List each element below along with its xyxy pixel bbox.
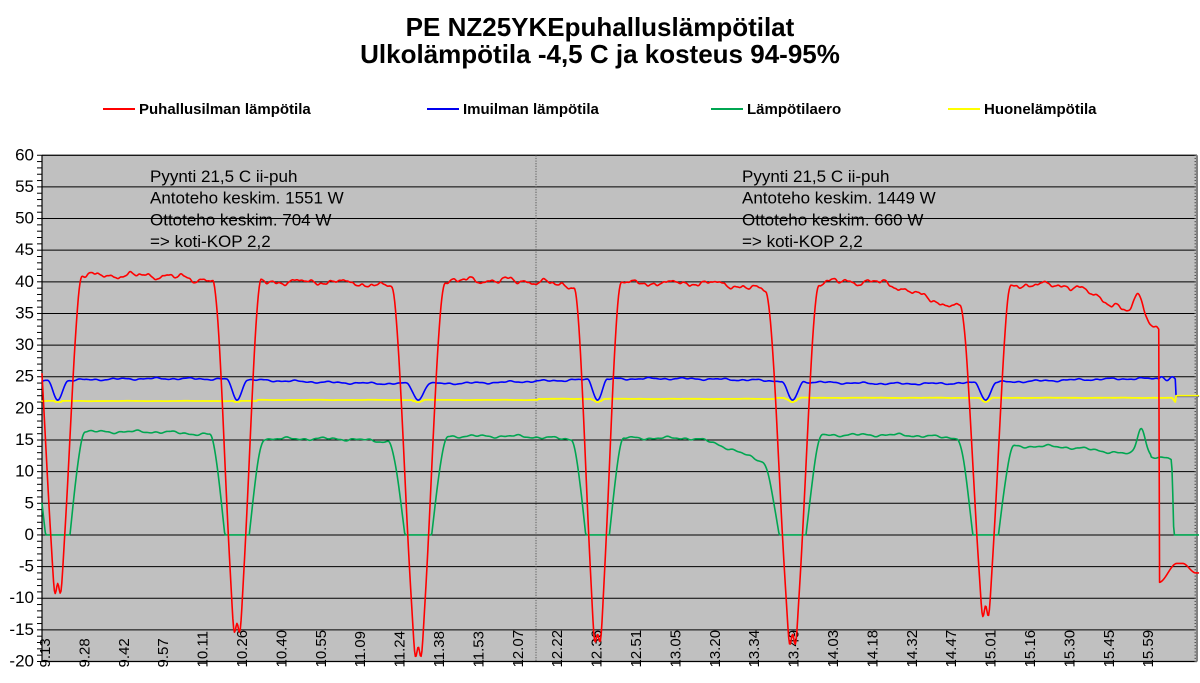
svg-text:15.01: 15.01 xyxy=(983,630,1000,668)
svg-text:10.55: 10.55 xyxy=(313,630,330,668)
svg-text:9.13: 9.13 xyxy=(37,638,54,667)
svg-text:14.18: 14.18 xyxy=(864,630,881,668)
svg-text:14.32: 14.32 xyxy=(904,630,921,668)
svg-text:12.51: 12.51 xyxy=(628,630,645,668)
svg-text:5: 5 xyxy=(25,493,34,512)
svg-text:Ottoteho keskim. 704 W: Ottoteho keskim. 704 W xyxy=(150,210,331,229)
svg-text:11.53: 11.53 xyxy=(470,631,487,667)
svg-text:15.30: 15.30 xyxy=(1061,630,1078,668)
svg-text:Pyynti 21,5 C ii-puh: Pyynti 21,5 C ii-puh xyxy=(742,167,889,186)
svg-text:40: 40 xyxy=(15,272,34,291)
svg-text:Antoteho keskim. 1449 W: Antoteho keskim. 1449 W xyxy=(742,189,936,208)
svg-text:25: 25 xyxy=(15,367,34,386)
svg-text:50: 50 xyxy=(15,209,34,228)
svg-text:Ottoteho keskim. 660 W: Ottoteho keskim. 660 W xyxy=(742,210,923,229)
svg-text:12.07: 12.07 xyxy=(510,630,527,668)
svg-text:14.03: 14.03 xyxy=(825,630,842,668)
svg-text:-5: -5 xyxy=(19,557,34,576)
svg-text:15: 15 xyxy=(15,430,34,449)
svg-text:10: 10 xyxy=(15,462,34,481)
svg-text:15.16: 15.16 xyxy=(1022,630,1039,668)
svg-text:9.57: 9.57 xyxy=(155,638,172,667)
svg-text:60: 60 xyxy=(15,145,34,164)
svg-text:-10: -10 xyxy=(9,588,34,607)
svg-text:10.40: 10.40 xyxy=(273,630,290,668)
svg-text:13.34: 13.34 xyxy=(746,630,763,668)
svg-text:Pyynti 21,5 C ii-puh: Pyynti 21,5 C ii-puh xyxy=(150,167,297,186)
svg-text:10.11: 10.11 xyxy=(195,631,212,667)
svg-text:15.45: 15.45 xyxy=(1101,630,1118,668)
svg-text:=> koti-KOP 2,2: => koti-KOP 2,2 xyxy=(742,232,863,251)
svg-text:-15: -15 xyxy=(9,620,34,639)
svg-text:11.09: 11.09 xyxy=(352,631,369,667)
svg-text:20: 20 xyxy=(15,398,34,417)
svg-text:35: 35 xyxy=(15,303,34,322)
svg-text:45: 45 xyxy=(15,240,34,259)
svg-text:55: 55 xyxy=(15,177,34,196)
svg-text:11.38: 11.38 xyxy=(431,631,448,667)
svg-text:9.28: 9.28 xyxy=(76,638,93,667)
svg-text:15.59: 15.59 xyxy=(1140,630,1157,668)
svg-text:0: 0 xyxy=(25,525,34,544)
svg-text:=> koti-KOP 2,2: => koti-KOP 2,2 xyxy=(150,232,271,251)
svg-text:13.05: 13.05 xyxy=(667,630,684,668)
svg-text:-20: -20 xyxy=(9,652,34,671)
svg-text:30: 30 xyxy=(15,335,34,354)
svg-text:10.26: 10.26 xyxy=(234,630,251,668)
svg-text:14.47: 14.47 xyxy=(943,630,960,668)
svg-text:9.42: 9.42 xyxy=(116,638,133,667)
svg-text:Antoteho keskim. 1551 W: Antoteho keskim. 1551 W xyxy=(150,189,344,208)
svg-text:12.22: 12.22 xyxy=(549,630,566,668)
svg-text:11.24: 11.24 xyxy=(392,631,409,667)
svg-text:13.20: 13.20 xyxy=(707,630,724,668)
